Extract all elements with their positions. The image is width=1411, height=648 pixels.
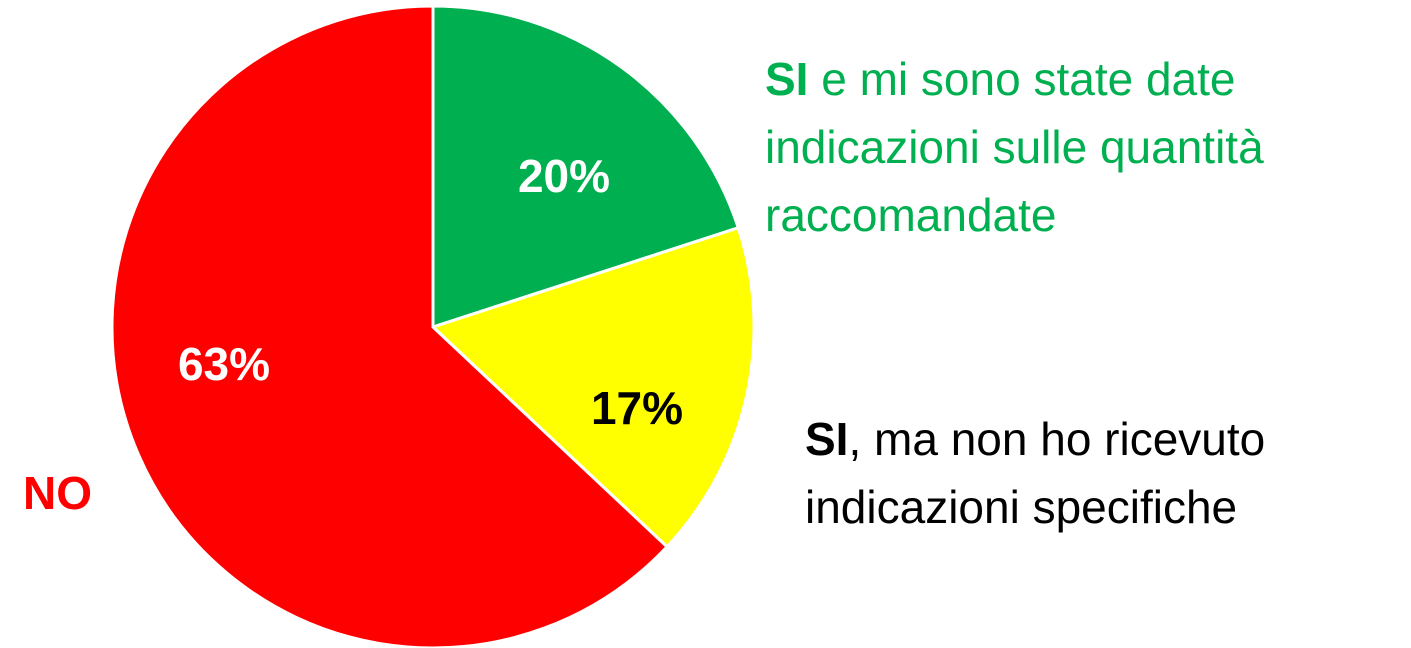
value-label: 63% — [178, 338, 270, 390]
pie-slice — [431, 4, 741, 330]
label-line: raccomandate — [765, 189, 1057, 241]
label-line: NO — [23, 467, 92, 519]
category-label: SI e mi sono state date indicazioni sulle… — [765, 53, 1264, 241]
label-line: SI, ma non ho ricevuto — [805, 413, 1265, 465]
value-label: 17% — [591, 382, 683, 434]
value-label: 20% — [518, 150, 610, 202]
label-line: SI e mi sono state date — [765, 53, 1236, 105]
label-bold: NO — [23, 467, 92, 519]
category-label: NO — [23, 467, 92, 519]
label-line: indicazioni sulle quantità — [765, 121, 1264, 173]
pie-slice — [110, 4, 670, 648]
label-bold: SI — [765, 53, 808, 105]
label-bold: SI — [805, 413, 848, 465]
pie-slice — [430, 225, 756, 549]
category-label: SI, ma non ho ricevuto indicazioni specif… — [805, 413, 1265, 533]
label-line: indicazioni specifiche — [805, 481, 1237, 533]
